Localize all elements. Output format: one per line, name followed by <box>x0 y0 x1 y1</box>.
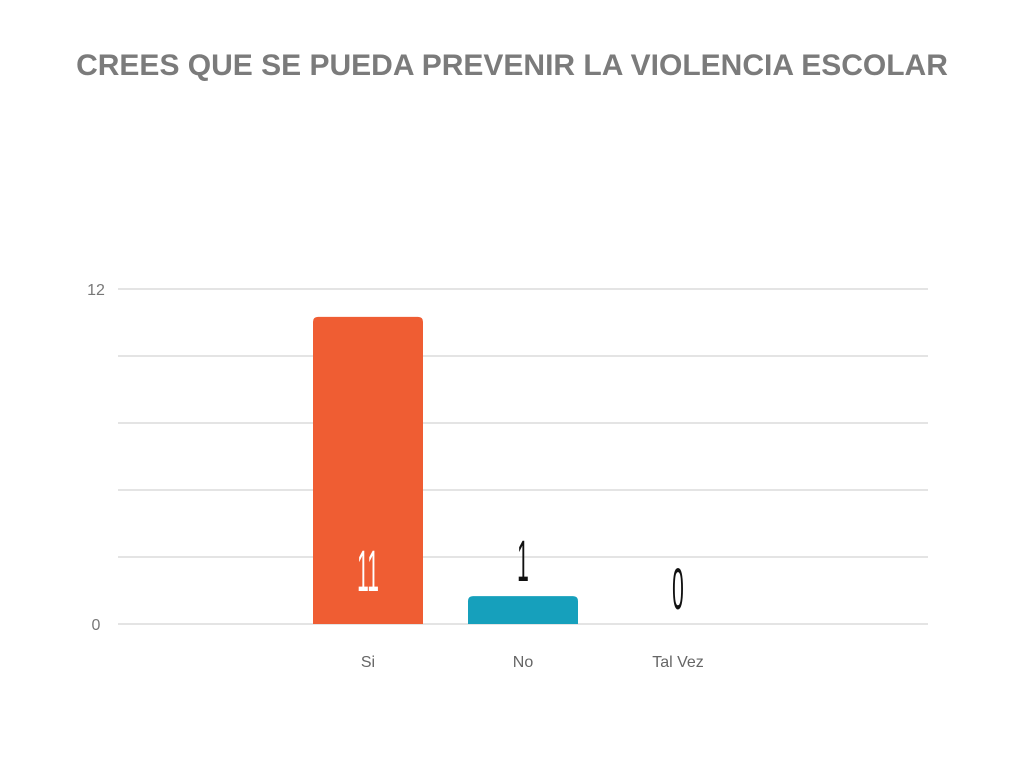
x-tick-label: Tal Vez <box>652 654 704 671</box>
data-label: 0 <box>672 557 684 622</box>
data-label: 11 <box>357 539 379 604</box>
data-label: 1 <box>517 529 529 594</box>
y-tick-label: 0 <box>92 617 101 634</box>
bar-no <box>468 596 578 624</box>
x-tick-label: Si <box>361 654 375 671</box>
y-tick-label: 12 <box>87 282 105 299</box>
x-tick-label: No <box>513 654 534 671</box>
chart-title: CREES QUE SE PUEDA PREVENIR LA VIOLENCIA… <box>76 49 948 82</box>
bar-si <box>313 316 423 624</box>
